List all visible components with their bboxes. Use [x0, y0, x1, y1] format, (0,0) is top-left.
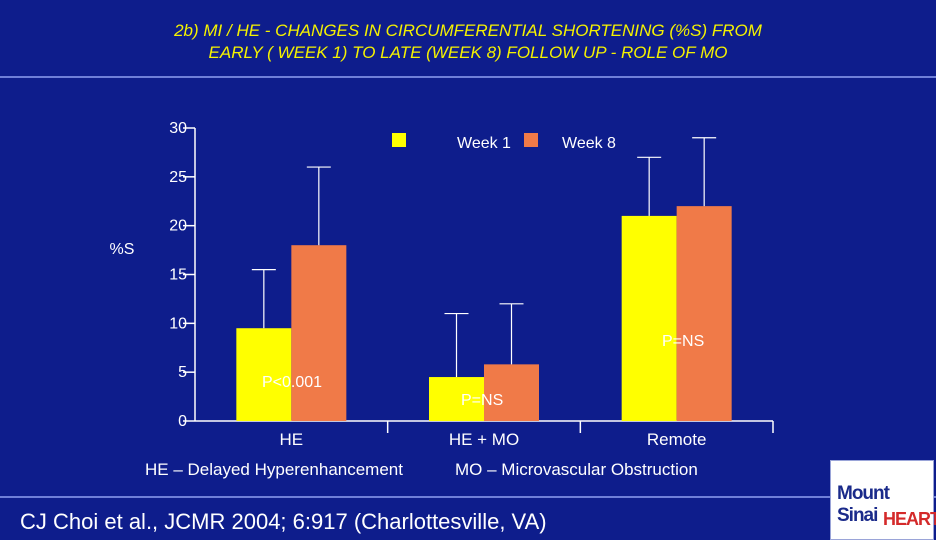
- footer-divider: [0, 496, 936, 498]
- y-tick-label: 15: [169, 267, 187, 284]
- title-divider: [0, 76, 936, 78]
- significance-annotation: P<0.001: [262, 374, 322, 391]
- he-definition: HE – Delayed Hyperenhancement: [145, 460, 403, 479]
- significance-annotation: P=NS: [461, 392, 503, 409]
- bar-week-8: [484, 364, 539, 421]
- bar-week-8: [291, 245, 347, 421]
- bar-week-1: [429, 377, 484, 421]
- y-tick-label: 25: [169, 169, 187, 186]
- y-tick-label: 30: [169, 120, 187, 137]
- slide-title-line2: EARLY ( WEEK 1) TO LATE (WEEK 8) FOLLOW …: [208, 43, 728, 62]
- mo-definition: MO – Microvascular Obstruction: [455, 460, 698, 479]
- slide-title: 2b) MI / HE - CHANGES IN CIRCUMFERENTIAL…: [0, 20, 936, 64]
- bar-week-8: [676, 206, 732, 421]
- significance-annotation: P=NS: [662, 333, 704, 350]
- bar-week-1: [236, 328, 292, 421]
- bar-week-1: [621, 215, 677, 421]
- x-tick-label: HE: [280, 430, 304, 449]
- slide-title-line1: 2b) MI / HE - CHANGES IN CIRCUMFERENTIAL…: [174, 21, 762, 40]
- y-tick-label: 20: [169, 218, 187, 235]
- legend-swatch: [524, 133, 538, 147]
- logo-sinai-text: Sinai: [837, 505, 878, 526]
- legend-label: Week 8: [562, 135, 616, 152]
- y-tick-label: 5: [178, 364, 187, 381]
- legend-swatch: [392, 133, 406, 147]
- x-tick-label: HE + MO: [449, 430, 519, 449]
- x-tick-label: Remote: [647, 430, 707, 449]
- logo-heart-text: HEART: [883, 509, 936, 529]
- mount-sinai-heart-logo: Mount Sinai HEART: [830, 460, 936, 540]
- legend-label: Week 1: [457, 135, 511, 152]
- citation: CJ Choi et al., JCMR 2004; 6:917 (Charlo…: [20, 509, 547, 534]
- y-tick-label: 0: [178, 413, 187, 430]
- logo-mount-text: Mount: [837, 483, 890, 504]
- y-tick-label: 10: [169, 315, 187, 332]
- y-axis-label: %S: [110, 241, 135, 258]
